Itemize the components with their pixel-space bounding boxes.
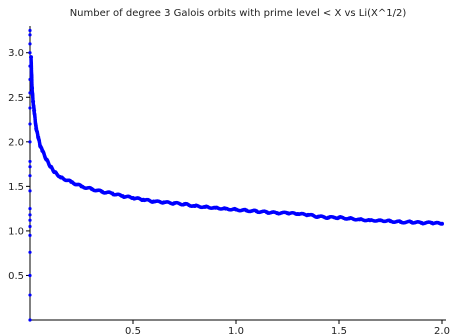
data-point (407, 219, 412, 224)
data-point (32, 106, 36, 111)
chart-title: Number of degree 3 Galois orbits with pr… (70, 8, 407, 19)
y-tick-label: 2.0 (8, 137, 24, 148)
y-tick-label: 3.0 (8, 48, 24, 59)
data-point (28, 207, 32, 211)
data-point (284, 210, 288, 215)
data-point (28, 224, 32, 229)
data-point (28, 159, 32, 164)
x-tick-label: 0.5 (125, 326, 141, 336)
x-tick-label: 1.0 (228, 326, 244, 336)
data-point (28, 33, 32, 37)
data-point (28, 218, 32, 222)
data-point (28, 213, 32, 217)
axis-ticks: 0.5 1.0 1.5 2.0 0.5 1.0 1.5 2.0 2.5 3.0 (8, 48, 450, 336)
data-point (28, 51, 32, 55)
data-point (28, 293, 32, 297)
data-point (438, 222, 443, 226)
data-point (212, 205, 216, 210)
data-point (263, 209, 268, 214)
data-point (31, 99, 35, 103)
data-point (28, 106, 32, 110)
data-point (335, 216, 340, 221)
data-point (28, 122, 32, 126)
data-points (28, 28, 444, 322)
data-point (418, 220, 422, 225)
data-point (253, 208, 258, 213)
data-point (28, 318, 32, 322)
data-point (325, 216, 330, 221)
y-tick-label: 1.5 (8, 182, 24, 193)
data-point (28, 28, 32, 33)
data-point (34, 124, 38, 129)
data-point (366, 218, 371, 222)
data-point (28, 140, 32, 144)
data-point (376, 218, 381, 222)
data-point (28, 250, 32, 254)
data-point (28, 42, 32, 46)
data-point (428, 220, 433, 225)
y-tick-label: 2.5 (8, 93, 24, 104)
data-point (397, 219, 402, 223)
x-tick-label: 1.5 (331, 326, 347, 336)
data-point (28, 273, 32, 278)
data-point (294, 212, 299, 217)
data-point (28, 165, 32, 169)
y-tick-label: 1.0 (8, 226, 24, 237)
data-point (28, 174, 32, 178)
data-point (30, 85, 34, 90)
x-tick-label: 2.0 (434, 326, 450, 336)
y-tick-label: 0.5 (8, 271, 24, 282)
data-point (28, 233, 32, 237)
data-point (28, 189, 32, 193)
data-point (274, 210, 278, 215)
